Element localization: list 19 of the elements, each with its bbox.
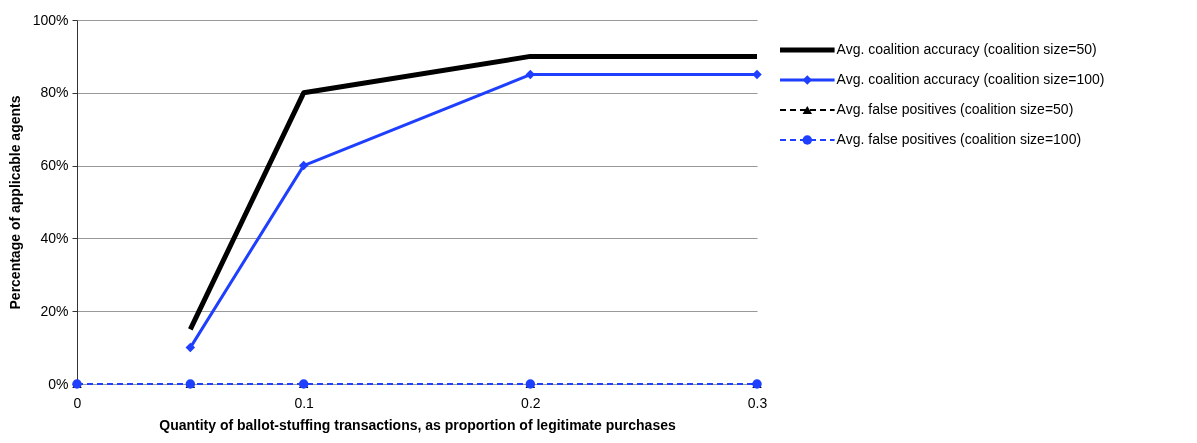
y-tick-label: 20% [40, 302, 69, 319]
y-tick-label: 40% [40, 229, 69, 246]
x-tick-label: 0.1 [294, 394, 315, 411]
y-tick-label: 60% [40, 157, 69, 174]
y-tick-label: 0% [48, 375, 69, 392]
y-tick-label: 100% [32, 11, 69, 28]
point [185, 342, 196, 353]
y-tick-label: 80% [40, 84, 69, 101]
point [298, 160, 309, 171]
x-tick-label: 0.3 [747, 394, 768, 411]
x-tick-label: 0 [73, 394, 82, 411]
y-axis-title: Percentage of applicable agents [6, 95, 23, 310]
legend-label: Avg. coalition accuracy (coalition size=50) [836, 41, 1097, 57]
x-tick-label: 0.2 [521, 394, 541, 411]
legend-label: Avg. coalition accuracy (coalition size=100) [836, 71, 1105, 87]
point [752, 69, 762, 80]
legend-label: Avg. false positives (coalition size=100) [836, 131, 1082, 147]
x-axis-title: Quantity of ballot-stuffing transactions, as proportion of legitimate purchases [159, 416, 676, 433]
legend-label: Avg. false positives (coalition size=50) [836, 101, 1074, 117]
